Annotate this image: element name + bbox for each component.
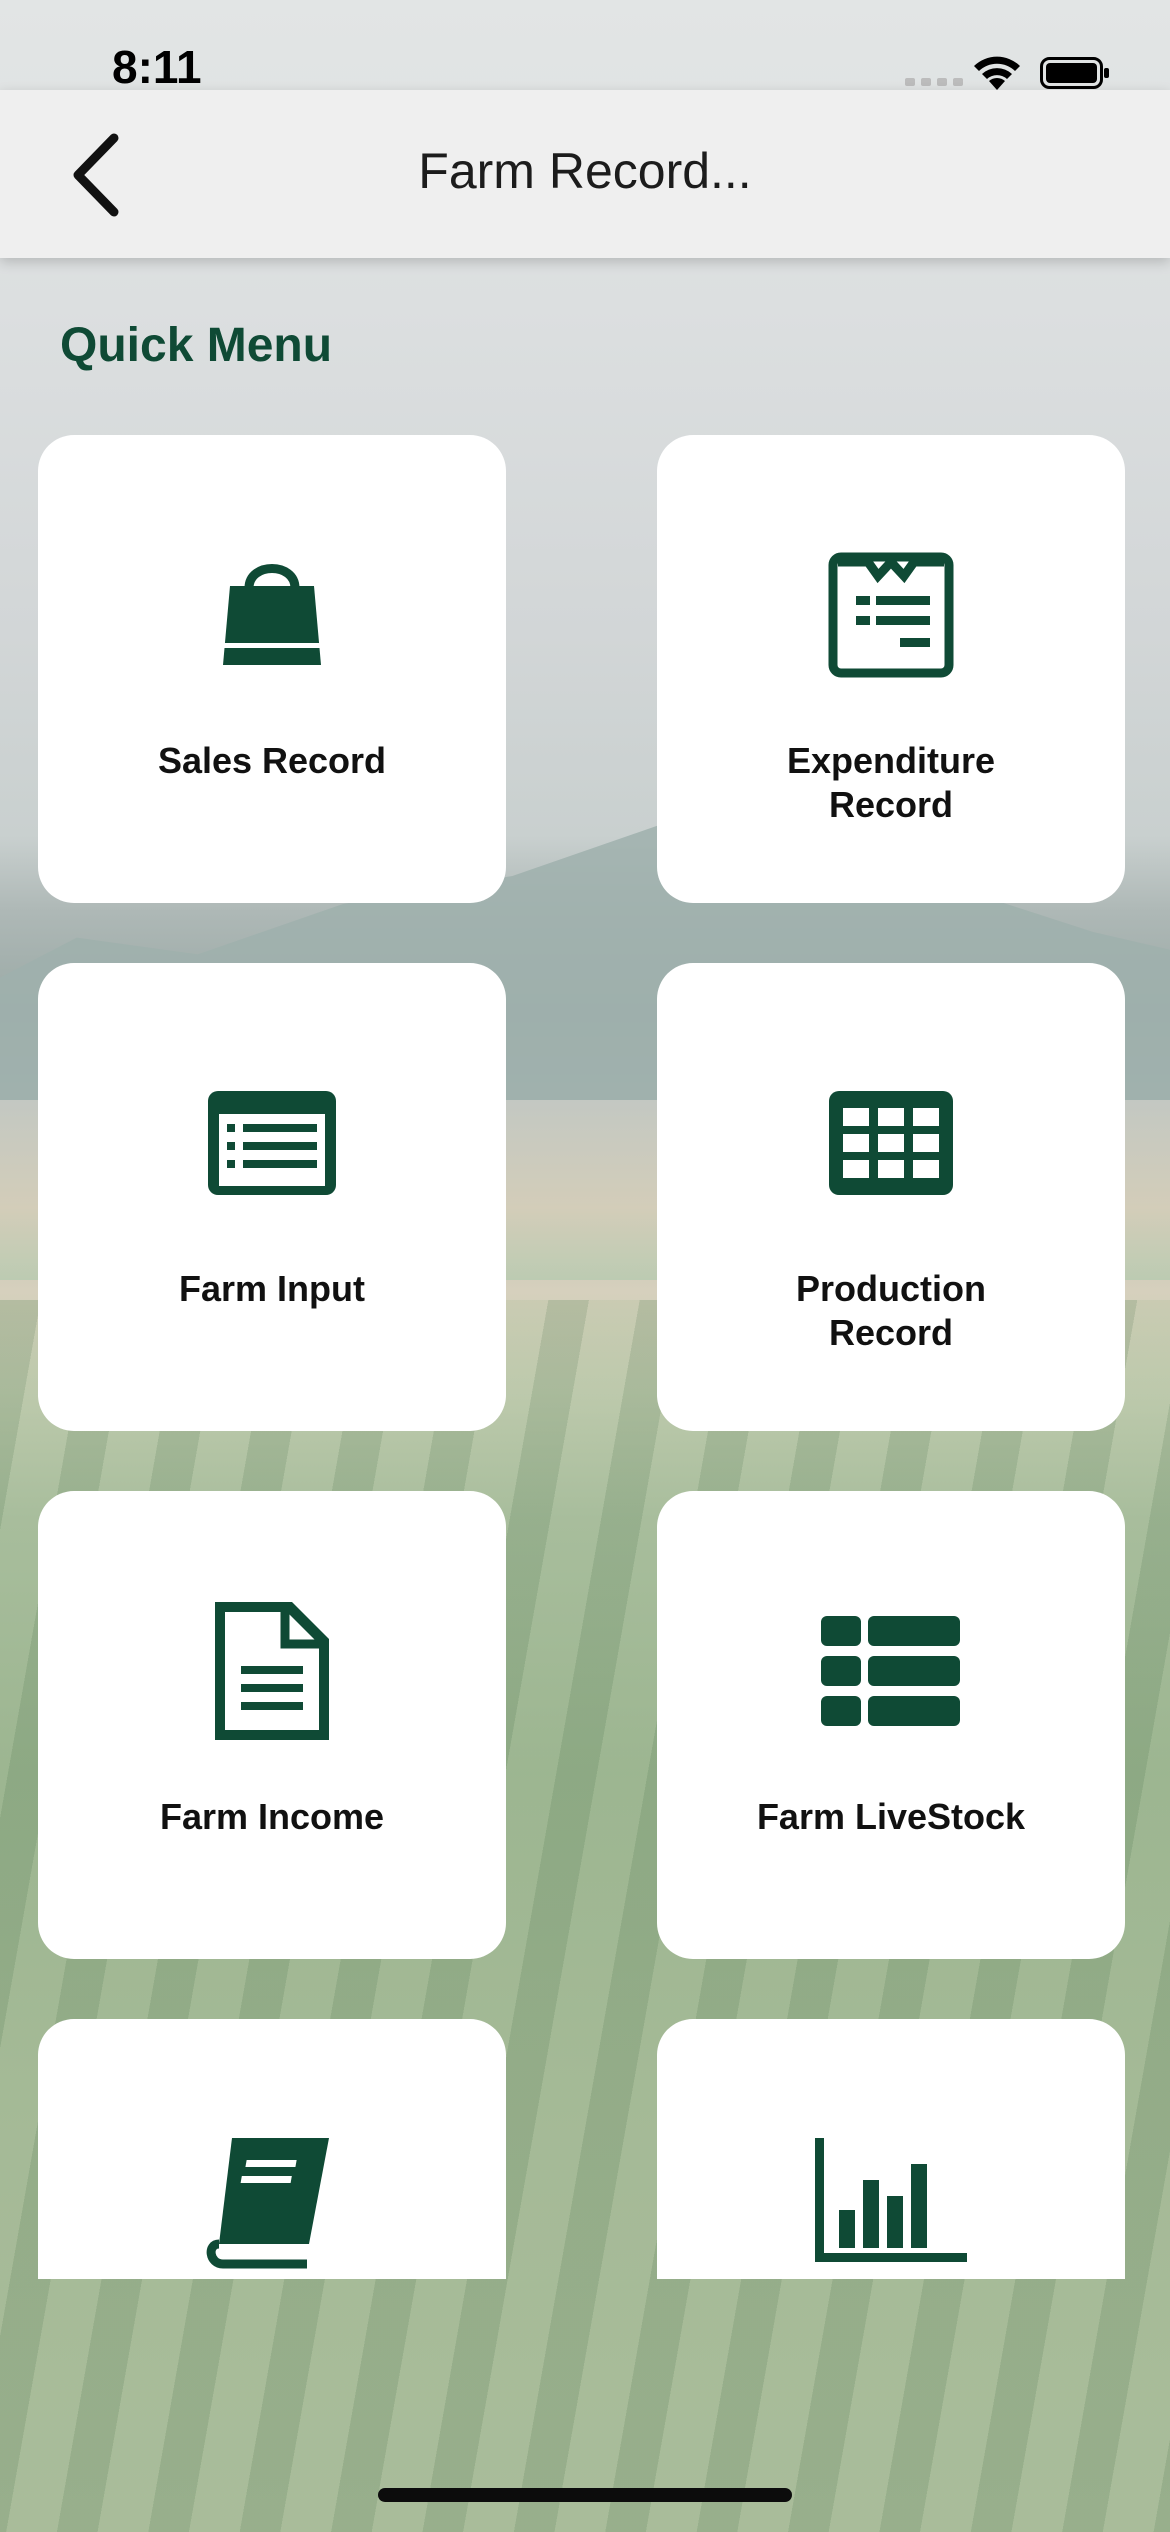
cellular-signal-icon <box>905 78 963 86</box>
quick-menu-heading: Quick Menu <box>60 319 333 372</box>
invoice-icon <box>811 535 971 695</box>
status-bar: 8:11 <box>0 0 1170 93</box>
card-label: Farm Input <box>179 1268 365 1309</box>
card-label: Farm Income <box>159 1796 385 1837</box>
farm-input-card[interactable]: Farm Input <box>38 963 506 1431</box>
farm-livestock-card[interactable]: Farm LiveStock <box>657 1491 1125 1959</box>
card-label: Production Record <box>796 1268 986 1353</box>
shopping-bag-icon <box>192 535 352 695</box>
list-card-icon <box>192 1063 352 1223</box>
battery-icon <box>1040 57 1109 89</box>
farm-records-book-card[interactable] <box>38 2019 506 2279</box>
expenditure-record-card[interactable]: Expenditure Record <box>657 435 1125 903</box>
back-chevron-icon[interactable] <box>62 130 132 220</box>
wifi-icon <box>974 56 1020 90</box>
table-grid-icon <box>811 1063 971 1223</box>
book-icon <box>192 2119 352 2279</box>
page-title: Farm Record... <box>418 143 752 199</box>
card-label: Expenditure Record <box>786 740 996 825</box>
card-label: Sales Record <box>157 740 387 781</box>
bar-chart-icon <box>811 2119 971 2279</box>
list-view-icon <box>811 1591 971 1751</box>
reports-chart-card[interactable] <box>657 2019 1125 2279</box>
card-label: Farm LiveStock <box>756 1796 1026 1837</box>
farm-income-card[interactable]: Farm Income <box>38 1491 506 1959</box>
production-record-card[interactable]: Production Record <box>657 963 1125 1431</box>
document-icon <box>192 1591 352 1751</box>
sales-record-card[interactable]: Sales Record <box>38 435 506 903</box>
navigation-bar <box>0 90 1170 258</box>
status-time: 8:11 <box>112 41 202 93</box>
home-indicator[interactable] <box>378 2488 792 2502</box>
